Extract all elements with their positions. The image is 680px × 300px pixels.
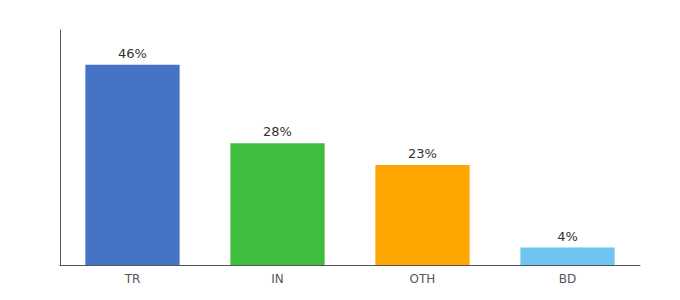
svg-text:46%: 46% xyxy=(118,46,147,61)
svg-text:28%: 28% xyxy=(263,124,292,139)
svg-text:OTH: OTH xyxy=(410,272,436,286)
svg-text:4%: 4% xyxy=(557,229,578,244)
svg-text:23%: 23% xyxy=(408,146,437,161)
svg-text:IN: IN xyxy=(271,272,284,286)
svg-text:TR: TR xyxy=(124,272,141,286)
svg-text:BD: BD xyxy=(559,272,576,286)
